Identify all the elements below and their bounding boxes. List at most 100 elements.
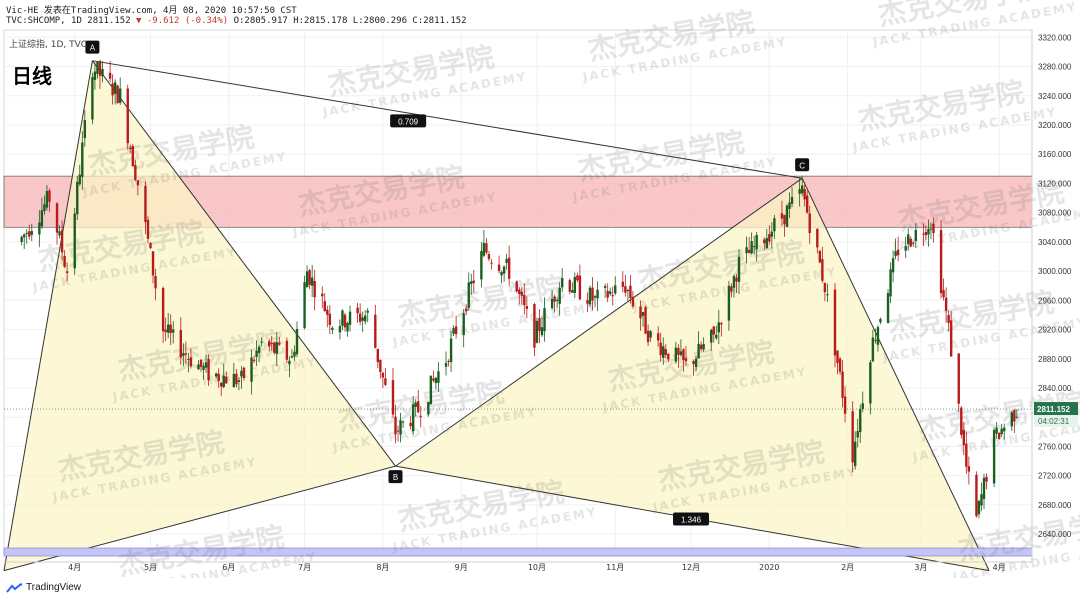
- y-tick-label: 3160.000: [1038, 150, 1072, 159]
- candle-body: [28, 231, 31, 237]
- candle-body: [1015, 416, 1019, 418]
- x-tick-label: 9月: [455, 563, 468, 572]
- candle-body: [773, 218, 776, 232]
- candle-body: [856, 431, 859, 438]
- candle-body: [310, 277, 314, 286]
- candle-body: [702, 344, 705, 350]
- candle-body: [144, 185, 147, 223]
- candle-body: [207, 358, 210, 381]
- candle-body: [896, 249, 900, 256]
- countdown-tag: [1034, 415, 1078, 428]
- y-tick-label: 3080.000: [1038, 209, 1072, 218]
- candle-body: [497, 264, 501, 271]
- candle-body: [172, 329, 175, 333]
- candle-body: [305, 271, 309, 288]
- candle-body: [237, 380, 241, 383]
- x-tick-label: 5月: [144, 563, 157, 572]
- ratio-label: 0.709: [398, 117, 419, 126]
- candle-body: [154, 275, 157, 289]
- price-change: ▼ -9.612 (-0.34%): [136, 16, 229, 26]
- candle-body: [25, 232, 28, 234]
- candle-body: [452, 328, 455, 334]
- candle-body: [588, 287, 592, 305]
- chart-title-overlay: 上证综指, 1D, TVC: [9, 38, 87, 50]
- candle-body: [58, 231, 61, 236]
- candle-body: [924, 231, 928, 236]
- pattern-label-box: [795, 158, 810, 172]
- candle-body: [76, 181, 79, 215]
- candle-body: [800, 185, 804, 194]
- candle-body: [667, 353, 670, 360]
- candle-body: [394, 416, 397, 435]
- candle-body: [444, 363, 448, 367]
- candle-body: [275, 342, 278, 355]
- candle-body: [712, 326, 715, 335]
- candle-body: [932, 223, 935, 234]
- candle-body: [730, 286, 733, 292]
- candle-body: [331, 327, 334, 330]
- candle-body: [821, 259, 824, 281]
- candle-body: [465, 308, 468, 312]
- candle-body: [871, 337, 875, 362]
- candle-body: [808, 213, 811, 234]
- candle-body: [836, 350, 839, 363]
- candle-body: [763, 239, 766, 244]
- symbol-name: TVC:SHCOMP, 1D 2811.152: [6, 16, 131, 26]
- candle-body: [603, 286, 607, 288]
- candle-body: [391, 380, 395, 415]
- candle-body: [717, 322, 721, 333]
- candle-body: [869, 362, 872, 404]
- candle-body: [922, 233, 925, 235]
- candle-body: [63, 256, 66, 267]
- pattern-leg: [395, 177, 803, 467]
- candle-body: [366, 310, 369, 313]
- candle-body: [358, 313, 362, 322]
- candle-body: [894, 251, 897, 257]
- candle-body: [561, 278, 564, 288]
- candle-body: [525, 306, 529, 309]
- candle-body: [399, 420, 402, 435]
- candle-body: [770, 231, 774, 237]
- candle-body: [240, 370, 243, 377]
- candle-body: [101, 68, 104, 77]
- candle-body: [985, 476, 988, 482]
- candle-body: [323, 301, 326, 312]
- candle-body: [806, 195, 809, 213]
- candle-body: [38, 222, 41, 235]
- candle-body: [429, 375, 433, 405]
- candle-body: [803, 189, 806, 200]
- candle-body: [765, 238, 768, 249]
- y-tick-label: 2960.000: [1038, 296, 1072, 305]
- candle-body: [967, 466, 971, 472]
- candle-body: [727, 285, 731, 321]
- y-tick-label: 3040.000: [1038, 238, 1072, 247]
- pattern-triangle-bcd: [395, 178, 990, 571]
- candle-body: [646, 330, 650, 343]
- tradingview-label: TradingView: [26, 582, 82, 593]
- candle-body: [396, 430, 400, 432]
- pattern-label-box: [388, 470, 403, 484]
- candle-body: [447, 360, 450, 363]
- candle-body: [303, 282, 306, 329]
- candle-body: [384, 378, 387, 385]
- tradingview-brand[interactable]: TradingView: [6, 582, 81, 593]
- candle-body: [586, 300, 589, 304]
- candle-body: [490, 262, 493, 264]
- candle-body: [270, 342, 273, 344]
- candle-body: [214, 373, 218, 377]
- candle-body: [992, 429, 996, 484]
- candle-body: [290, 356, 294, 358]
- candle-body: [414, 402, 417, 407]
- candle-body: [750, 241, 753, 254]
- candle-body: [91, 76, 94, 120]
- candle-body: [550, 298, 554, 309]
- candle-body: [146, 219, 150, 239]
- candle-body: [982, 477, 986, 499]
- candle-body: [674, 347, 678, 362]
- candle-body: [1000, 428, 1003, 435]
- candle-body: [268, 341, 271, 347]
- candle-body: [631, 296, 635, 307]
- candle-body: [611, 295, 614, 297]
- candle-body: [202, 365, 205, 371]
